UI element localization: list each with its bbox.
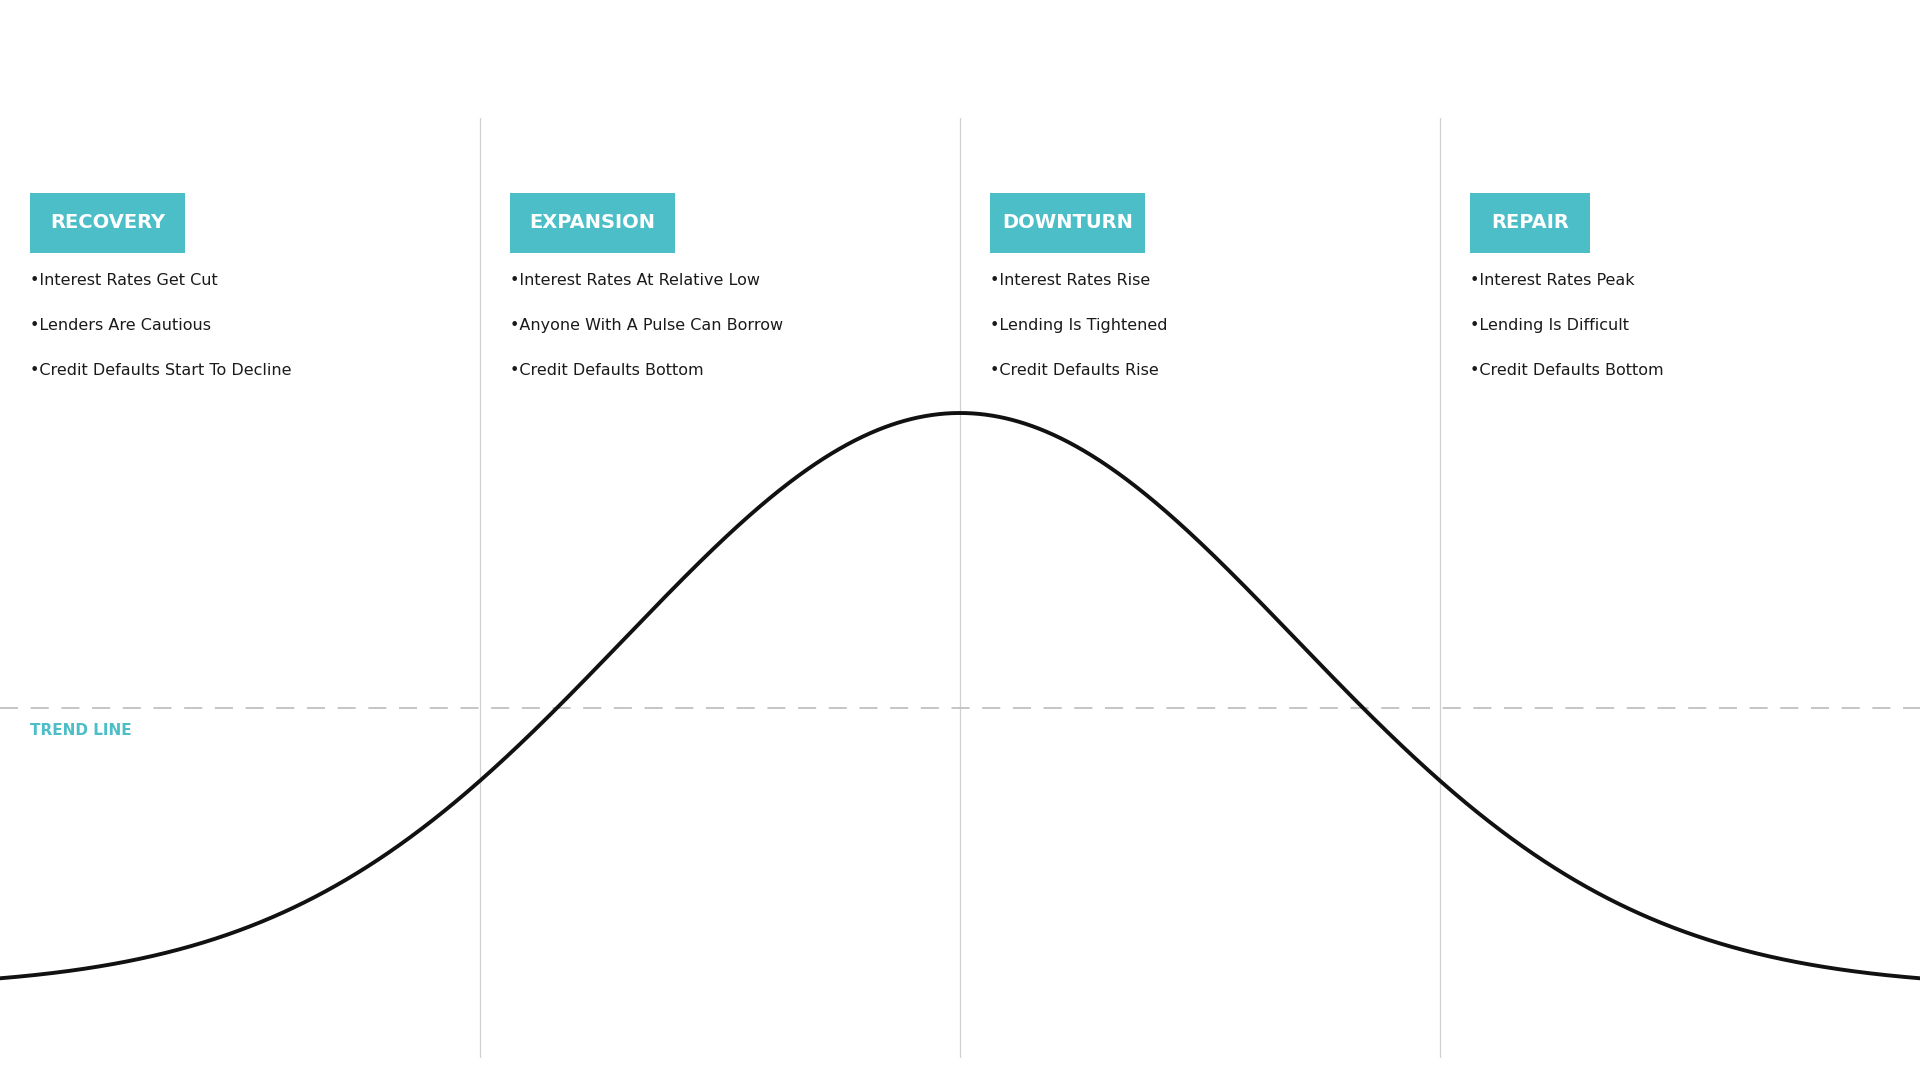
Text: BETTER: BETTER bbox=[1718, 28, 1832, 54]
Text: DWELLING: DWELLING bbox=[1718, 72, 1874, 98]
Text: •Interest Rates At Relative Low: •Interest Rates At Relative Low bbox=[511, 273, 760, 288]
Text: •Interest Rates Get Cut: •Interest Rates Get Cut bbox=[31, 273, 217, 288]
Text: RECOVERY: RECOVERY bbox=[50, 214, 165, 232]
Text: •Anyone With A Pulse Can Borrow: •Anyone With A Pulse Can Borrow bbox=[511, 318, 783, 333]
FancyBboxPatch shape bbox=[31, 193, 184, 253]
Text: EXPANSION: EXPANSION bbox=[530, 214, 655, 232]
Text: •Credit Defaults Bottom: •Credit Defaults Bottom bbox=[511, 363, 703, 378]
Text: •Lenders Are Cautious: •Lenders Are Cautious bbox=[31, 318, 211, 333]
FancyBboxPatch shape bbox=[511, 193, 676, 253]
FancyBboxPatch shape bbox=[1471, 193, 1590, 253]
Text: •Credit Defaults Rise: •Credit Defaults Rise bbox=[991, 363, 1160, 378]
Text: •Interest Rates Peak: •Interest Rates Peak bbox=[1471, 273, 1634, 288]
Ellipse shape bbox=[1611, 15, 1716, 104]
Text: TREND LINE: TREND LINE bbox=[31, 723, 132, 738]
Text: DOWNTURN: DOWNTURN bbox=[1002, 214, 1133, 232]
Text: •Credit Defaults Start To Decline: •Credit Defaults Start To Decline bbox=[31, 363, 292, 378]
Text: •Lending Is Difficult: •Lending Is Difficult bbox=[1471, 318, 1628, 333]
FancyBboxPatch shape bbox=[991, 193, 1144, 253]
Text: •Interest Rates Rise: •Interest Rates Rise bbox=[991, 273, 1150, 288]
Text: THE CREDIT CYCLE AND REAL ESTATE: THE CREDIT CYCLE AND REAL ESTATE bbox=[54, 26, 1505, 93]
Text: •Lending Is Tightened: •Lending Is Tightened bbox=[991, 318, 1167, 333]
Text: REPAIR: REPAIR bbox=[1492, 214, 1569, 232]
Text: •Credit Defaults Bottom: •Credit Defaults Bottom bbox=[1471, 363, 1663, 378]
